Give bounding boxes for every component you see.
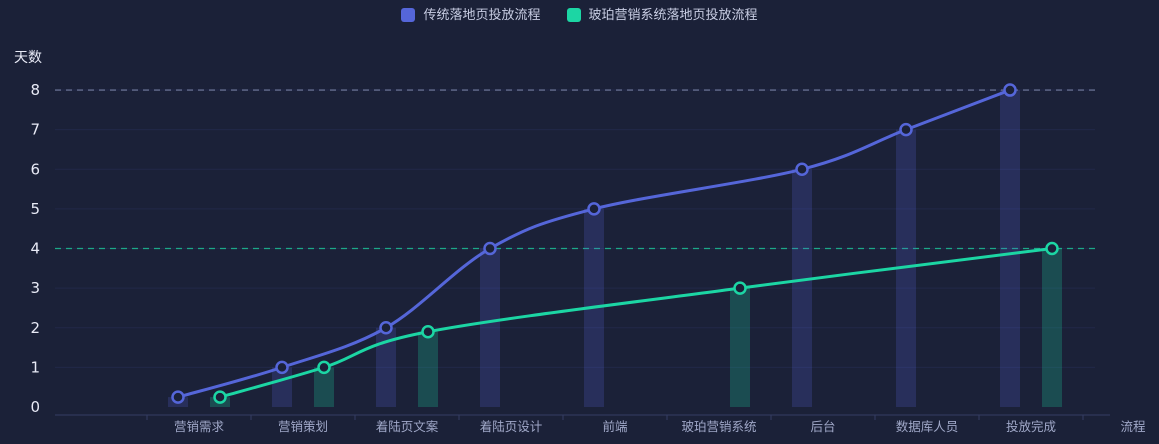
legend-swatch-blue <box>401 8 416 22</box>
bar-series0-6 <box>792 169 812 407</box>
bar-series1-8 <box>1042 248 1062 407</box>
x-category-label-1: 营销策划 <box>278 419 328 434</box>
data-point-series1[interactable] <box>421 324 435 339</box>
y-tick-label-3: 3 <box>30 279 40 297</box>
data-point-series1[interactable] <box>213 390 227 404</box>
data-point-series1[interactable] <box>1045 241 1059 256</box>
y-tick-label-5: 5 <box>30 200 40 218</box>
x-category-label-8: 投放完成 <box>1006 419 1056 434</box>
data-point-series0[interactable] <box>587 202 601 216</box>
series-line-1 <box>218 247 1054 399</box>
legend-label-bopo-flow: 玻珀营销系统落地页投放流程 <box>588 7 758 23</box>
bar-series0-2 <box>376 327 396 407</box>
bar-series1-2 <box>418 331 438 407</box>
x-category-label-7: 数据库人员 <box>896 419 959 434</box>
data-point-series0[interactable] <box>275 360 289 375</box>
y-tick-label-8: 8 <box>30 81 40 99</box>
data-point-series1[interactable] <box>317 360 331 375</box>
x-axis-name: 流程 <box>1120 419 1146 434</box>
y-tick-label-7: 7 <box>30 121 40 139</box>
x-category-label-4: 前端 <box>602 419 627 434</box>
legend-swatch-green <box>566 8 581 22</box>
data-point-series0[interactable] <box>1003 83 1017 97</box>
bar-series1-1 <box>314 367 334 407</box>
y-tick-label-2: 2 <box>30 319 40 337</box>
data-point-series0[interactable] <box>795 162 809 177</box>
y-tick-label-1: 1 <box>30 358 40 376</box>
bar-series0-8 <box>1000 90 1020 407</box>
data-point-series1[interactable] <box>733 281 747 295</box>
data-point-series0[interactable] <box>171 390 185 404</box>
data-point-series0[interactable] <box>379 321 393 335</box>
y-tick-label-6: 6 <box>30 160 40 178</box>
x-category-label-5: 玻珀营销系统 <box>681 419 756 434</box>
bar-series1-5 <box>730 288 750 407</box>
x-category-label-6: 后台 <box>810 419 835 434</box>
chart-legend: 传统落地页投放流程 玻珀营销系统落地页投放流程 <box>0 8 1159 22</box>
data-point-series0[interactable] <box>899 122 913 137</box>
x-category-label-2: 着陆页文案 <box>376 419 439 434</box>
x-category-label-3: 着陆页设计 <box>480 419 543 434</box>
data-point-series0[interactable] <box>483 241 497 256</box>
y-tick-label-0: 0 <box>30 398 40 416</box>
series-line-0 <box>176 88 1012 399</box>
legend-label-traditional-flow: 传统落地页投放流程 <box>423 7 541 23</box>
legend-item-bopo-flow[interactable]: 玻珀营销系统落地页投放流程 <box>566 7 758 23</box>
y-axis-name: 天数 <box>14 50 42 66</box>
bar-series0-3 <box>480 248 500 407</box>
y-tick-label-4: 4 <box>30 240 40 258</box>
x-category-label-0: 营销需求 <box>174 419 225 434</box>
legend-item-traditional-flow[interactable]: 传统落地页投放流程 <box>401 7 541 23</box>
